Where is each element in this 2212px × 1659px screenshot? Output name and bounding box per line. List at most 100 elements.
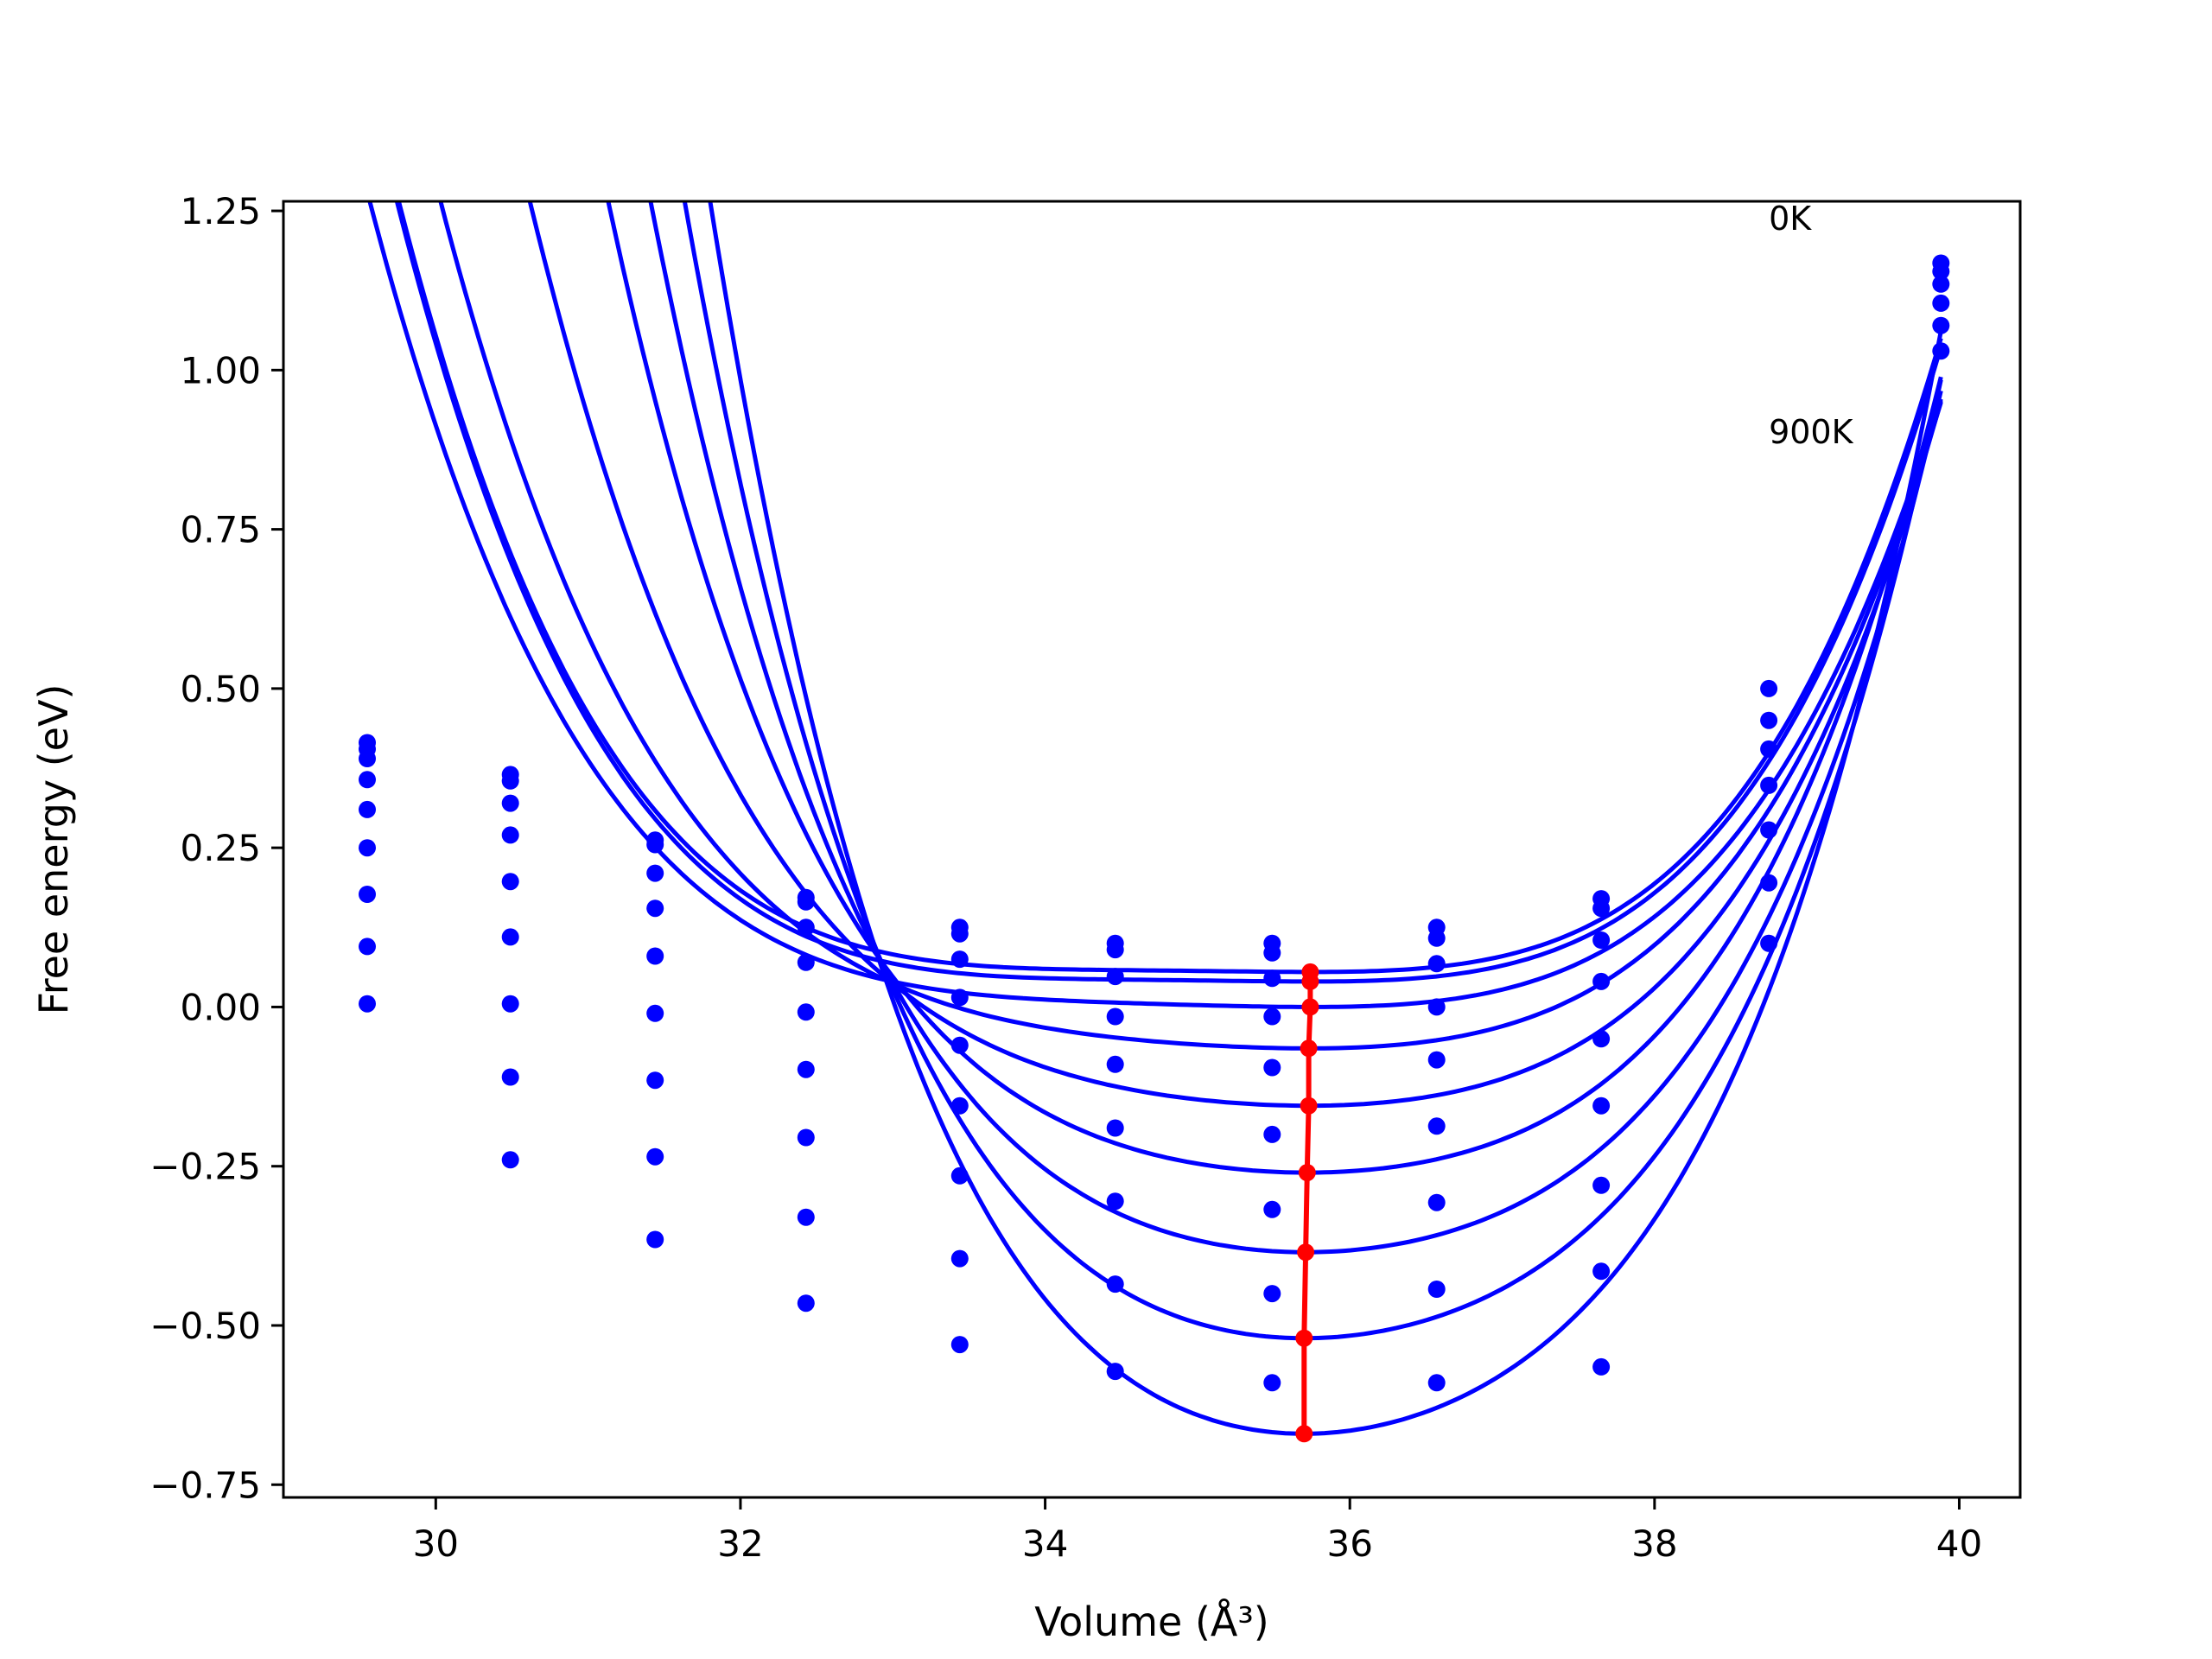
y-tick-label: −0.25 bbox=[149, 1146, 261, 1188]
data-point bbox=[501, 1151, 519, 1169]
data-point bbox=[1592, 899, 1611, 918]
data-point bbox=[950, 1336, 969, 1354]
x-axis-ticks: 30 32 34 36 38 40 bbox=[413, 1497, 1982, 1565]
data-point bbox=[1932, 316, 1950, 334]
data-point bbox=[1760, 821, 1778, 839]
data-point bbox=[646, 1071, 664, 1090]
data-point bbox=[1427, 1117, 1446, 1135]
data-point bbox=[1263, 1125, 1281, 1143]
data-point bbox=[1106, 941, 1124, 959]
data-point bbox=[1427, 1051, 1446, 1069]
x-tick-label: 30 bbox=[413, 1522, 459, 1565]
data-point bbox=[1427, 998, 1446, 1016]
minimum-point bbox=[1301, 998, 1319, 1016]
fit-curve-5 bbox=[527, 201, 1943, 1109]
data-point bbox=[359, 839, 376, 857]
fit-curve-9 bbox=[708, 201, 1943, 1436]
data-point bbox=[1263, 944, 1281, 962]
data-point bbox=[359, 750, 376, 767]
data-point bbox=[950, 925, 969, 943]
data-point bbox=[646, 1004, 664, 1022]
data-point bbox=[1427, 1193, 1446, 1211]
data-point bbox=[1592, 972, 1611, 990]
data-point bbox=[1760, 776, 1778, 794]
x-tick-label: 32 bbox=[717, 1522, 763, 1565]
data-point bbox=[1932, 294, 1950, 312]
y-tick-label: 1.25 bbox=[180, 190, 261, 232]
data-point bbox=[359, 938, 376, 956]
data-point bbox=[950, 1249, 969, 1268]
minimum-point bbox=[1297, 1243, 1315, 1262]
data-point bbox=[950, 1096, 969, 1115]
data-point bbox=[950, 1166, 969, 1185]
data-point bbox=[797, 1208, 815, 1226]
y-tick-label: 0.25 bbox=[180, 827, 261, 869]
y-axis-label: Free energy (eV) bbox=[30, 684, 77, 1015]
data-point bbox=[1106, 1007, 1124, 1026]
data-point bbox=[1760, 740, 1778, 758]
data-point bbox=[359, 886, 376, 903]
data-point bbox=[1932, 342, 1950, 360]
data-point bbox=[1760, 711, 1778, 729]
data-point bbox=[1592, 1096, 1611, 1115]
data-point bbox=[1106, 1363, 1124, 1381]
data-point bbox=[797, 1060, 815, 1078]
minimum-point bbox=[1300, 1039, 1318, 1058]
data-point bbox=[501, 1068, 519, 1086]
data-point bbox=[646, 1230, 664, 1249]
data-point bbox=[1263, 1007, 1281, 1026]
fit-curve-2 bbox=[394, 201, 1943, 984]
y-tick-label: −0.75 bbox=[149, 1464, 261, 1506]
fit-curve-7 bbox=[648, 201, 1943, 1255]
data-point bbox=[797, 1294, 815, 1313]
data-point bbox=[1263, 1374, 1281, 1392]
fitted-curves bbox=[367, 201, 1943, 1436]
minimum-point bbox=[1295, 1425, 1313, 1443]
data-point bbox=[1263, 1058, 1281, 1077]
y-tick-label: −0.50 bbox=[149, 1305, 261, 1347]
data-point bbox=[1932, 263, 1950, 281]
data-point bbox=[1106, 1275, 1124, 1294]
data-point bbox=[646, 947, 664, 965]
x-axis-label: Volume (Å³) bbox=[1034, 1599, 1269, 1645]
data-point bbox=[1592, 1030, 1611, 1048]
data-point bbox=[1760, 679, 1778, 697]
data-point bbox=[1427, 1374, 1446, 1392]
data-point bbox=[1427, 955, 1446, 973]
minimum-path bbox=[1295, 963, 1319, 1443]
y-tick-label: 0.00 bbox=[180, 986, 261, 1028]
data-point bbox=[1932, 275, 1950, 293]
data-point bbox=[797, 1003, 815, 1021]
minimum-point bbox=[1298, 1164, 1316, 1182]
data-point bbox=[359, 800, 376, 818]
x-tick-label: 36 bbox=[1326, 1522, 1372, 1565]
x-tick-label: 34 bbox=[1022, 1522, 1068, 1565]
data-point bbox=[1106, 968, 1124, 986]
data-point bbox=[950, 1036, 969, 1054]
temperature-annotation: 0K bbox=[1769, 200, 1812, 238]
plot-frame bbox=[282, 200, 2022, 1499]
data-point bbox=[646, 864, 664, 882]
data-point bbox=[501, 826, 519, 844]
data-point bbox=[501, 772, 519, 790]
fit-curve-6 bbox=[606, 201, 1943, 1175]
y-axis-ticks: 1.25 1.00 0.75 0.50 0.25 0.00 −0.25 −0.50 −0.75 bbox=[149, 190, 283, 1506]
x-tick-label: 38 bbox=[1631, 1522, 1677, 1565]
data-point bbox=[359, 771, 376, 789]
data-point bbox=[1427, 1281, 1446, 1298]
data-point bbox=[950, 950, 969, 969]
data-point bbox=[646, 836, 664, 854]
data-point bbox=[797, 893, 815, 911]
data-point bbox=[1592, 1357, 1611, 1376]
data-point bbox=[501, 928, 519, 946]
data-point bbox=[646, 899, 664, 918]
data-point bbox=[1106, 1192, 1124, 1211]
data-point bbox=[797, 953, 815, 971]
y-tick-label: 0.75 bbox=[180, 509, 261, 551]
y-tick-label: 1.00 bbox=[180, 349, 261, 391]
data-points bbox=[359, 254, 1950, 1392]
annotations: 0K 900K bbox=[1769, 200, 1854, 451]
data-point bbox=[1263, 1285, 1281, 1303]
data-point bbox=[797, 918, 815, 937]
